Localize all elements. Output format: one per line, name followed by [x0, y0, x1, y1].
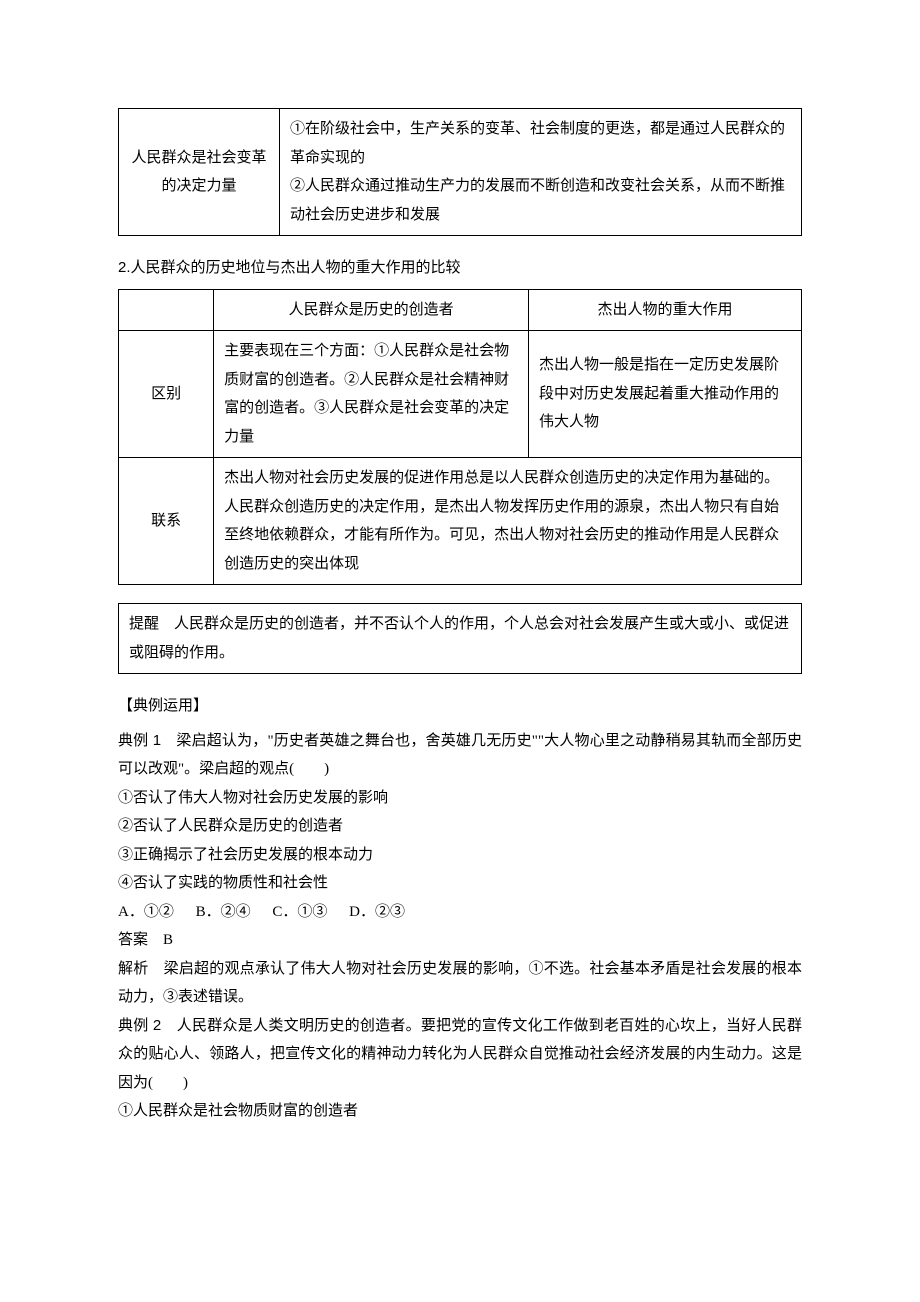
diff-right-cell: 杰出人物一般是指在一定历史发展阶段中对历史发展起着重大推动作用的伟大人物 [529, 331, 802, 458]
row-label-relation: 联系 [119, 458, 214, 585]
table-row-difference: 区别 主要表现在三个方面：①人民群众是社会物质财富的创造者。②人民群众是社会精神… [119, 331, 802, 458]
example-2-text: 人民群众是人类文明历史的创造者。要把党的宣传文化工作做到老百姓的心坎上，当好人民… [118, 1018, 802, 1091]
examples-heading: 【典例运用】 [118, 692, 802, 721]
example-1-label: 典例 1 [118, 732, 161, 749]
example-1-stem: 典例 1 梁启超认为，"历史者英雄之舞台也，舍英雄几无历史""大人物心里之动静稍… [118, 727, 802, 784]
option-c: C．①③ [272, 904, 327, 920]
answer-label: 答案 [118, 931, 148, 948]
example-1-options: A．①② B．②④ C．①③ D．②③ [118, 898, 802, 927]
option-d: D．②③ [349, 904, 405, 920]
example-1-choice-2: ②否认了人民群众是历史的创造者 [118, 812, 802, 841]
header-right: 杰出人物的重大作用 [529, 289, 802, 331]
section-title: 人民群众的历史地位与杰出人物的重大作用的比较 [131, 259, 461, 276]
table-header-row: 人民群众是历史的创造者 杰出人物的重大作用 [119, 289, 802, 331]
answer-value: B [148, 932, 173, 948]
table-social-change: 人民群众是社会变革的决定力量 ①在阶级社会中，生产关系的变革、社会制度的更迭，都… [118, 108, 802, 236]
example-1-text: 梁启超认为，"历史者英雄之舞台也，舍英雄几无历史""大人物心里之动静稍易其轨而全… [118, 733, 802, 778]
table-row-relation: 联系 杰出人物对社会历史发展的促进作用总是以人民群众创造历史的决定作用为基础的。… [119, 458, 802, 585]
example-2-label: 典例 2 [118, 1017, 161, 1034]
explanation-text: 梁启超的观点承认了伟大人物对社会历史发展的影响，①不选。社会基本矛盾是社会发展的… [118, 961, 802, 1006]
example-1-explanation: 解析 梁启超的观点承认了伟大人物对社会历史发展的影响，①不选。社会基本矛盾是社会… [118, 955, 802, 1012]
option-a: A．①② [118, 904, 174, 920]
header-left: 人民群众是历史的创造者 [214, 289, 529, 331]
relation-cell: 杰出人物对社会历史发展的促进作用总是以人民群众创造历史的决定作用为基础的。人民群… [214, 458, 802, 585]
example-1-answer: 答案 B [118, 926, 802, 955]
example-1-choice-1: ①否认了伟大人物对社会历史发展的影响 [118, 784, 802, 813]
option-b: B．②④ [196, 904, 251, 920]
explanation-label: 解析 [118, 960, 148, 977]
example-2-stem: 典例 2 人民群众是人类文明历史的创造者。要把党的宣传文化工作做到老百姓的心坎上… [118, 1012, 802, 1098]
tip-text: 人民群众是历史的创造者，并不否认个人的作用，个人总会对社会发展产生或大或小、或促… [129, 616, 789, 661]
section-2-heading: 2.人民群众的历史地位与杰出人物的重大作用的比较 [118, 254, 802, 283]
tip-label: 提醒 [129, 615, 159, 632]
row-content-cell: ①在阶级社会中，生产关系的变革、社会制度的更迭，都是通过人民群众的革命实现的 ②… [280, 109, 802, 236]
example-1-choice-4: ④否认了实践的物质性和社会性 [118, 869, 802, 898]
table-comparison: 人民群众是历史的创造者 杰出人物的重大作用 区别 主要表现在三个方面：①人民群众… [118, 289, 802, 586]
row-label-difference: 区别 [119, 331, 214, 458]
example-2-choice-1: ①人民群众是社会物质财富的创造者 [118, 1097, 802, 1126]
tip-box: 提醒 人民群众是历史的创造者，并不否认个人的作用，个人总会对社会发展产生或大或小… [118, 603, 802, 674]
example-1-choice-3: ③正确揭示了社会历史发展的根本动力 [118, 841, 802, 870]
row-label-cell: 人民群众是社会变革的决定力量 [119, 109, 280, 236]
table-row: 人民群众是社会变革的决定力量 ①在阶级社会中，生产关系的变革、社会制度的更迭，都… [119, 109, 802, 236]
diff-left-cell: 主要表现在三个方面：①人民群众是社会物质财富的创造者。②人民群众是社会精神财富的… [214, 331, 529, 458]
section-number: 2. [118, 259, 131, 276]
header-blank [119, 289, 214, 331]
